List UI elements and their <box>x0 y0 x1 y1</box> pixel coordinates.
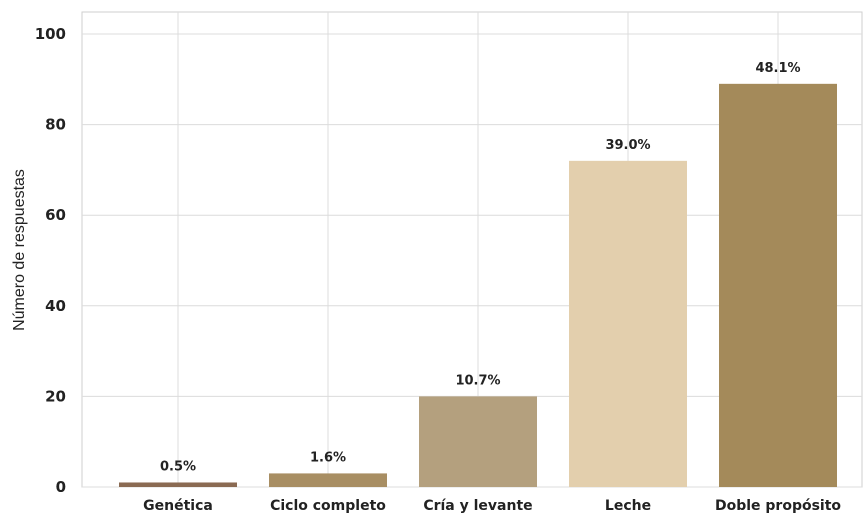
bars-layer <box>119 83 837 487</box>
x-tick-label: Doble propósito <box>715 498 841 514</box>
y-tick-label: 80 <box>45 116 66 134</box>
y-tick-label: 60 <box>45 206 66 224</box>
data-label: 1.6% <box>310 450 346 465</box>
bar <box>569 160 687 487</box>
y-tick-label: 40 <box>45 297 66 315</box>
y-tick-label: 20 <box>45 387 66 405</box>
x-tick-label: Ciclo completo <box>270 498 386 514</box>
data-label: 39.0% <box>605 138 650 153</box>
bar <box>719 83 837 487</box>
data-label: 0.5% <box>160 459 196 474</box>
data-label: 48.1% <box>755 61 800 76</box>
data-labels: 0.5% 1.6% 10.7% 39.0% 48.1% <box>160 61 801 475</box>
bar <box>419 396 537 487</box>
x-tick-label: Leche <box>605 498 651 514</box>
x-tick-label: Genética <box>143 498 213 514</box>
y-tick-label: 0 <box>56 478 66 496</box>
y-axis-label: Número de respuestas <box>11 169 28 331</box>
bar <box>269 473 387 487</box>
x-axis-ticks: Genética Ciclo completo Cría y levante Lech… <box>143 498 841 514</box>
data-label: 10.7% <box>455 373 500 388</box>
y-tick-label: 100 <box>35 25 66 43</box>
x-tick-label: Cría y levante <box>423 498 532 514</box>
y-axis-ticks: 0 20 40 60 80 100 <box>35 25 66 496</box>
bar <box>119 482 237 487</box>
